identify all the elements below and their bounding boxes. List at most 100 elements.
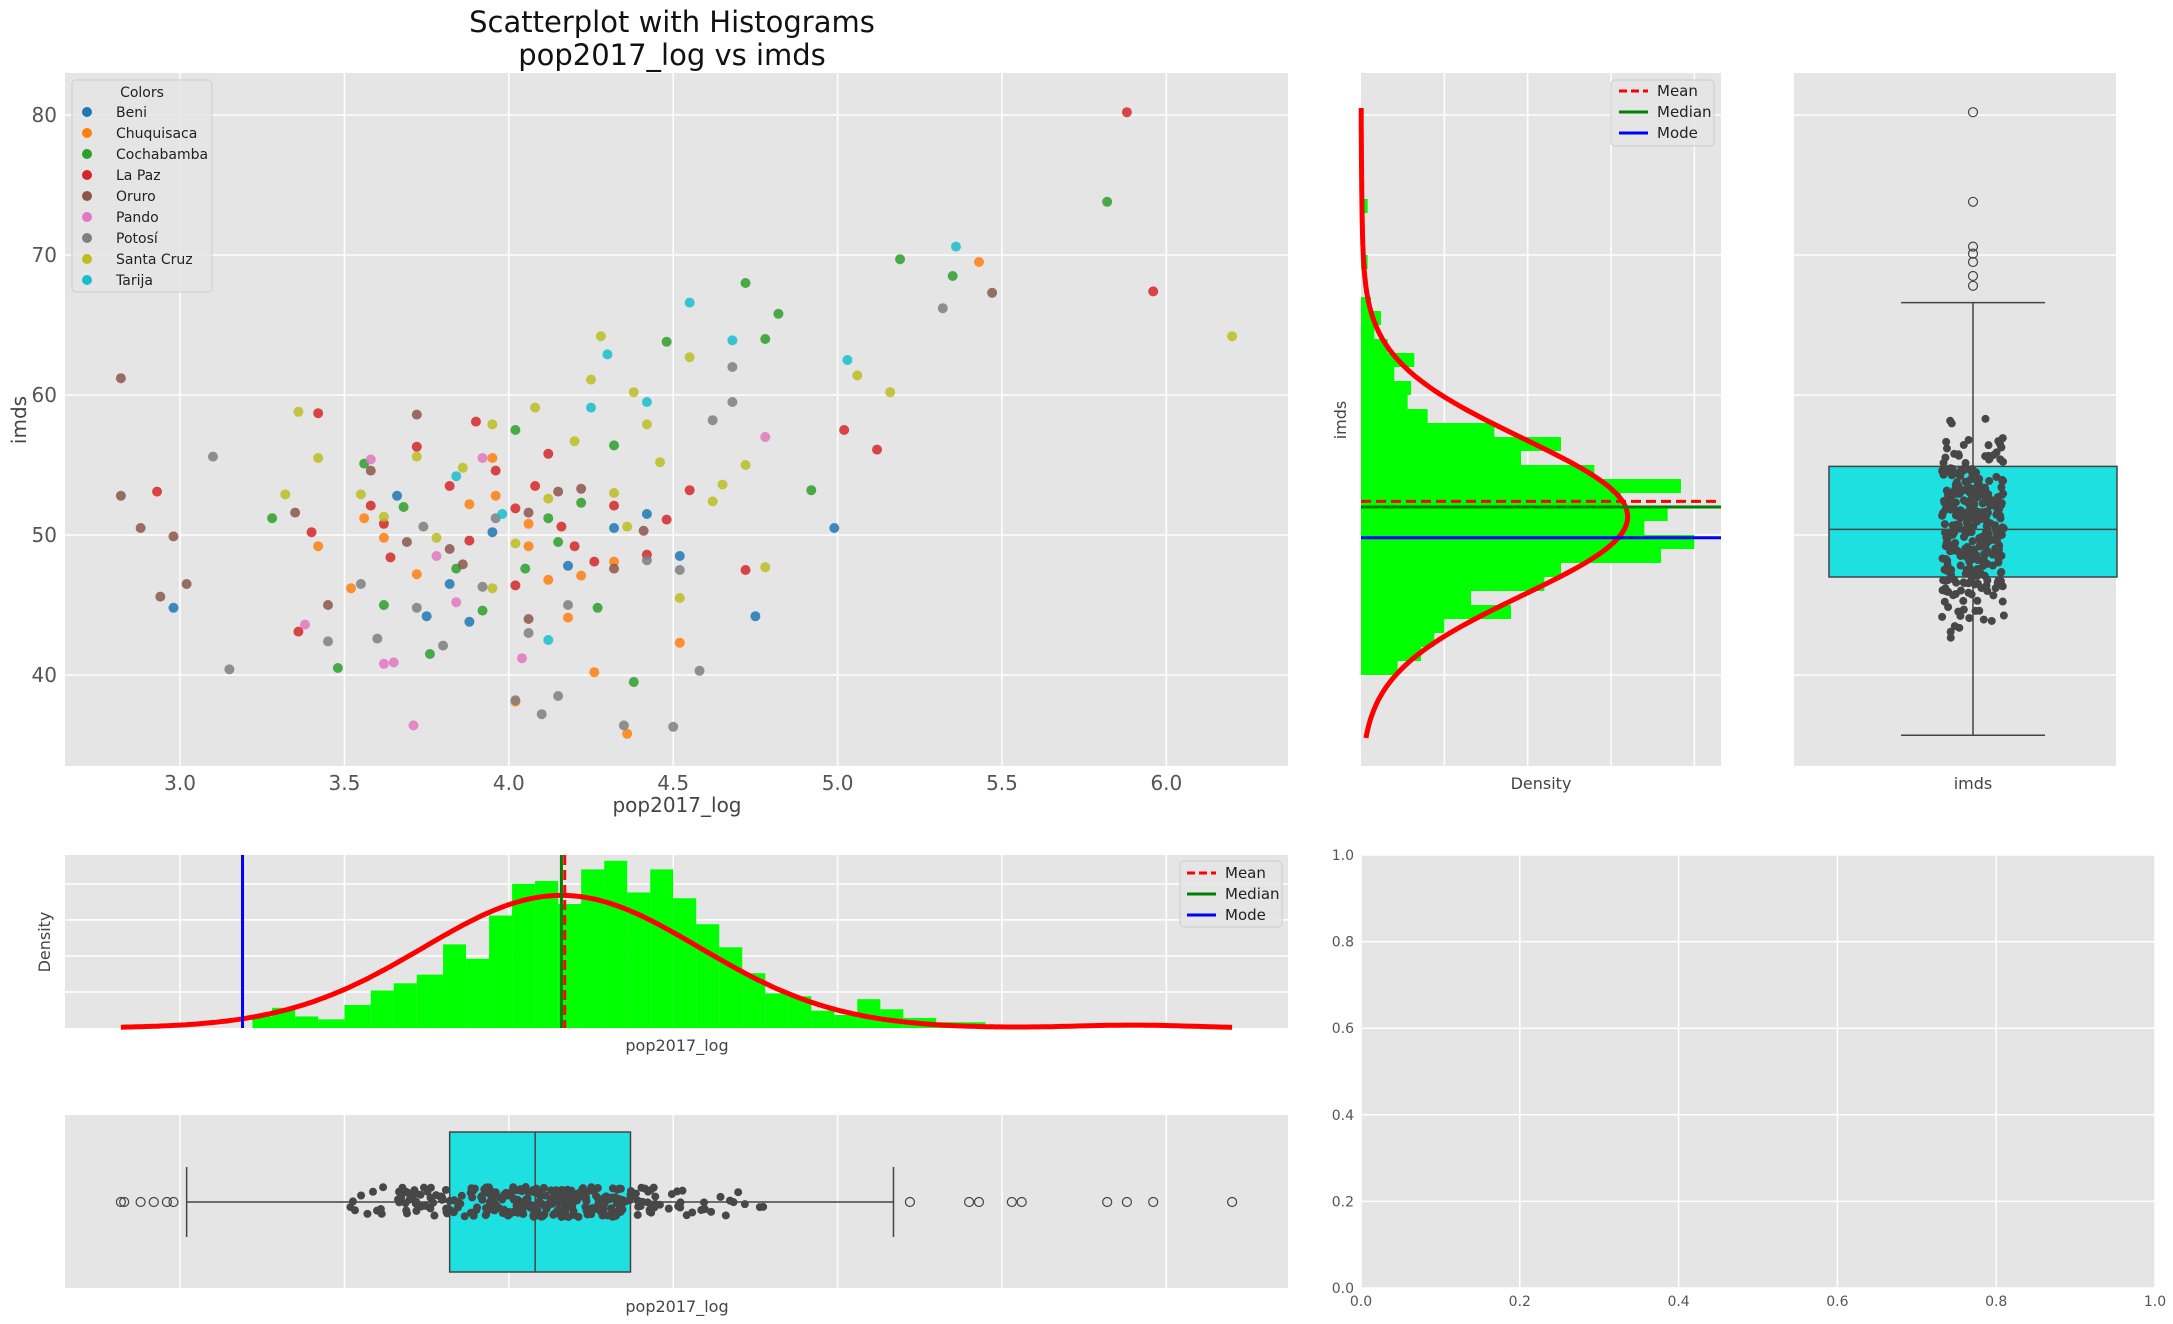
scatter-point (1102, 196, 1113, 207)
outlier-marker (135, 1196, 146, 1208)
jitter-point (1942, 528, 1951, 537)
jitter-point (1945, 566, 1954, 575)
jitter-point (716, 1192, 725, 1201)
jitter-point (1998, 475, 2007, 484)
scatter-point (589, 556, 600, 567)
histogram-bar (1361, 423, 1495, 437)
outlier-marker (1967, 248, 1979, 259)
scatter-point (313, 541, 324, 552)
jitter-point (1973, 596, 1982, 605)
legend-median-label: Median (1225, 885, 1280, 903)
scatter-point (523, 541, 534, 552)
scatter-point (365, 454, 376, 465)
legend-label: Tarija (115, 273, 153, 289)
outlier-marker (1148, 1196, 1159, 1208)
scatter-point (477, 453, 488, 463)
jitter-point (645, 1207, 654, 1216)
imds-stat-lines (1361, 499, 1721, 540)
jitter-point (1999, 489, 2008, 498)
histogram-bar (1361, 409, 1428, 423)
jitter-point (611, 1193, 620, 1202)
outlier-marker (1006, 1196, 1017, 1208)
scatter-point (740, 278, 751, 288)
x-tick-label: 1.0 (2144, 1294, 2166, 1310)
histogram-bar (466, 958, 490, 1028)
scatter-point (378, 511, 389, 522)
scatter-point (510, 695, 521, 706)
outlier-marker (1967, 241, 1979, 252)
scatter-point (727, 362, 738, 372)
y-tick-label: 60 (32, 383, 57, 407)
jitter-point (357, 1191, 366, 1200)
scatter-point (135, 523, 146, 533)
scatter-point (618, 720, 629, 731)
scatter-point (477, 581, 488, 592)
jitter-point (1979, 554, 1988, 563)
scatter-x-label: pop2017_log (612, 793, 741, 817)
scatter-point (115, 373, 126, 384)
scatter-point (1227, 331, 1238, 342)
outlier-marker (904, 1196, 916, 1208)
scatter-point (655, 457, 666, 468)
scatter-point (411, 441, 422, 452)
jitter-point (1954, 451, 1963, 460)
scatter-point (684, 352, 695, 363)
histogram-bar (1361, 437, 1561, 451)
imds-hist-legend: Mean Median Mode (1610, 79, 1715, 147)
outlier-marker (168, 1196, 179, 1208)
jitter-point (1984, 455, 1993, 464)
scatter-point (1148, 286, 1159, 297)
jitter-point (1981, 542, 1990, 551)
scatter-x-ticks: 3.0 3.5 4.0 4.5 5.0 5.5 6.0 (164, 771, 1182, 795)
jitter-point (441, 1185, 450, 1194)
legend-label: Potosí (116, 231, 159, 247)
histogram-bar (1361, 465, 1595, 479)
histogram-bar (1361, 353, 1415, 367)
scatter-point (740, 460, 751, 470)
jitter-point (538, 1212, 547, 1221)
scatter-point (411, 602, 422, 613)
histogram-bar (1361, 591, 1471, 605)
histogram-bar (393, 983, 417, 1028)
legend-marker (82, 275, 92, 285)
jitter-point (438, 1194, 447, 1203)
scatter-point (451, 471, 462, 482)
outlier-marker (1016, 1196, 1027, 1208)
jitter-point (613, 1185, 622, 1194)
scatter-point (313, 408, 324, 419)
scatter-point (444, 544, 455, 554)
jitter-point (498, 1209, 507, 1218)
scatter-point (421, 611, 432, 622)
jitter-point (498, 1195, 507, 1204)
jitter-point (1975, 606, 1984, 615)
scatter-point (464, 535, 475, 546)
scatter-point (378, 600, 389, 610)
jitter-point (488, 1196, 497, 1205)
jitter-point (1938, 612, 1947, 621)
jitter-point (641, 1184, 650, 1193)
jitter-point (1965, 614, 1974, 623)
jitter-point (651, 1200, 660, 1209)
outlier-marker (1227, 1196, 1238, 1208)
jitter-point (1940, 597, 1949, 606)
jitter-point (379, 1183, 388, 1192)
scatter-point (717, 479, 728, 490)
legend-mode-label: Mode (1657, 124, 1698, 142)
scatter-point (622, 728, 633, 739)
scatter-point (181, 579, 192, 589)
scatter-point (628, 387, 639, 398)
histogram-bar (604, 860, 628, 1028)
histogram-bar (489, 915, 513, 1028)
scatter-point (487, 527, 498, 538)
scatter-point (872, 444, 883, 455)
legend-mean-label: Mean (1657, 82, 1698, 100)
scatter-point (576, 570, 587, 581)
scatter-point (553, 486, 564, 497)
jitter-point (600, 1210, 609, 1219)
jitter-point (411, 1199, 420, 1208)
scatter-point (829, 523, 840, 533)
jitter-point (552, 1208, 561, 1217)
scatter-point (392, 490, 403, 501)
jitter-point (1961, 527, 1970, 536)
jitter-point (582, 1196, 591, 1205)
